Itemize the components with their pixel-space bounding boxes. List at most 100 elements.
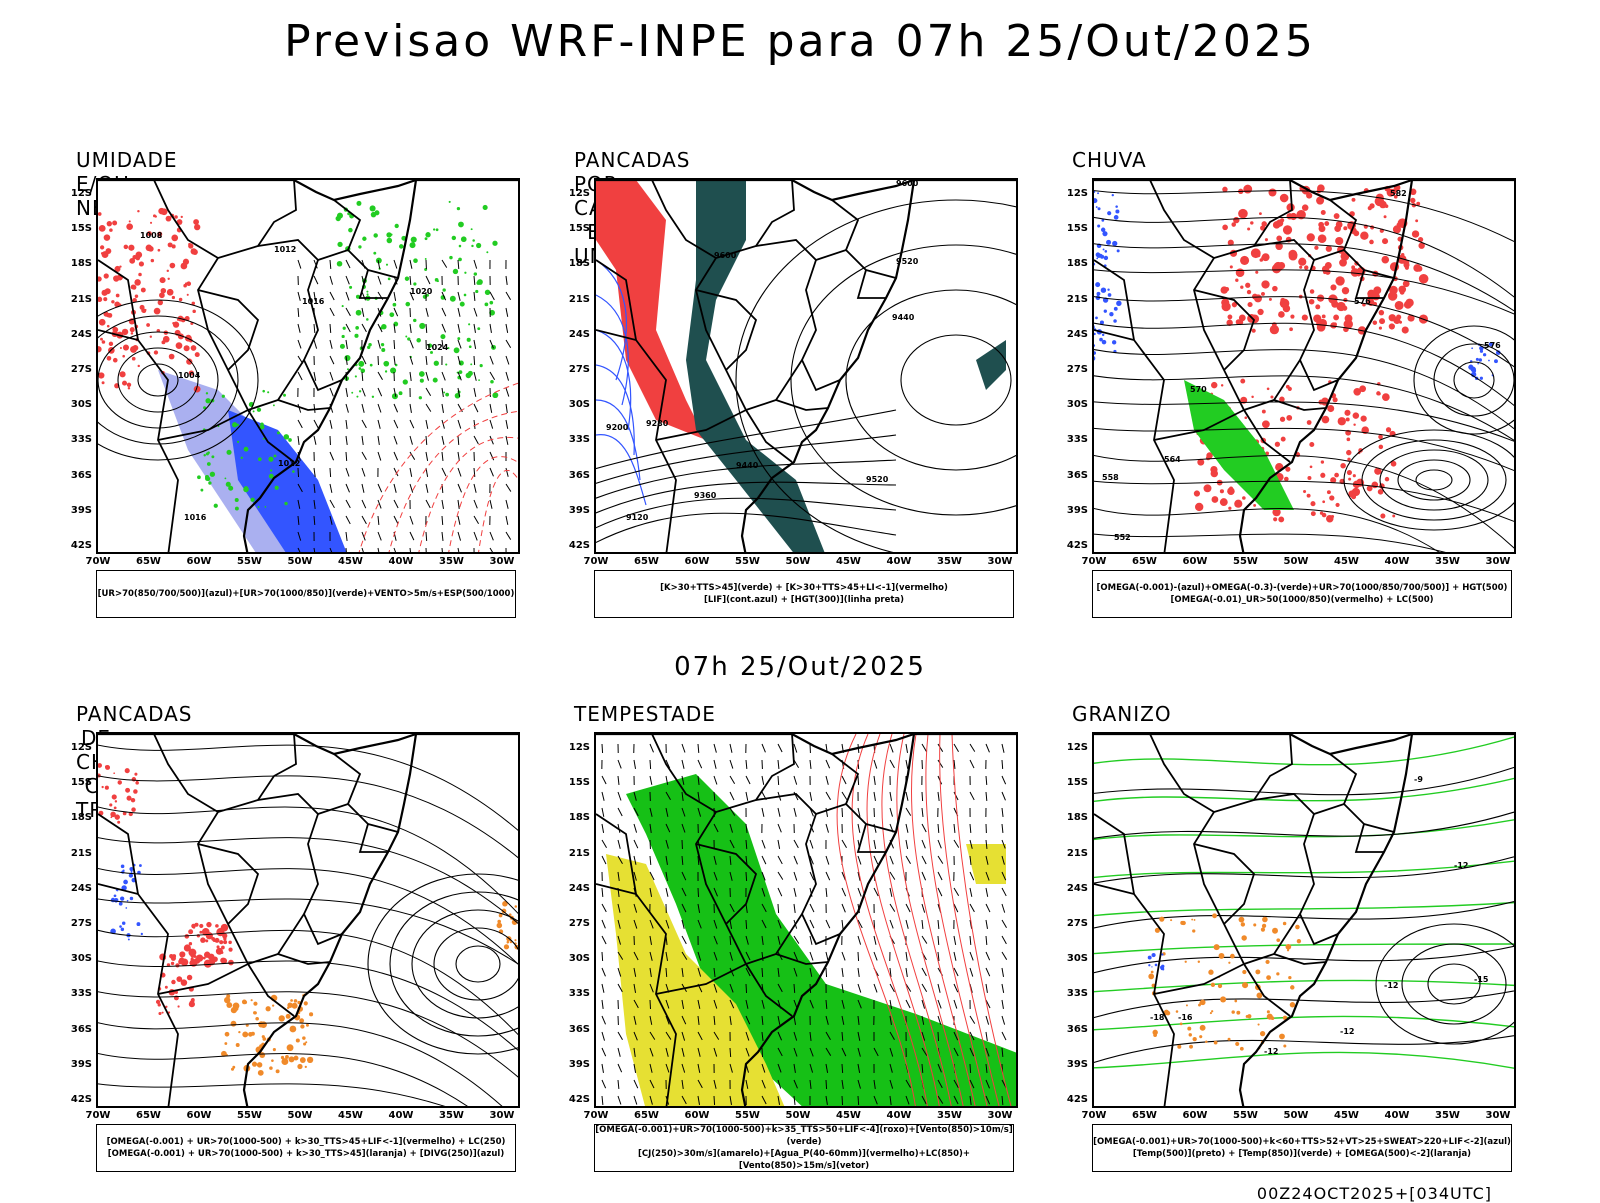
state-border	[1194, 844, 1254, 924]
map-frame	[594, 732, 1018, 1108]
wind-vector	[826, 776, 828, 785]
wind-vector	[842, 904, 845, 912]
wind-vector	[618, 1032, 623, 1040]
state-border	[318, 250, 388, 298]
wind-vector	[346, 404, 348, 413]
legend-box: [K>30+TTS>45](verde) + [K>30+TTS>45+LI<-…	[594, 570, 1014, 618]
wind-vector	[938, 936, 939, 945]
lat-tick-label: 42S	[1056, 540, 1088, 551]
wind-vector	[474, 292, 475, 301]
wind-vector	[506, 468, 508, 477]
wind-vector	[954, 888, 959, 896]
wind-vector	[1002, 808, 1003, 817]
contour-label: 564	[1164, 455, 1181, 464]
map-svg: -12-12-15-18-16-12-12-9	[1094, 734, 1516, 1108]
wind-vector	[506, 532, 511, 540]
lon-tick-label: 50W	[285, 556, 315, 567]
wind-vector	[970, 888, 972, 897]
lon-tick-label: 30W	[487, 556, 517, 567]
rain-blue	[1094, 191, 1122, 370]
wind-vector	[426, 436, 427, 445]
wind-vector	[458, 516, 460, 525]
wind-vector	[362, 436, 363, 445]
wind-vector	[650, 776, 652, 785]
wind-vector	[826, 888, 827, 897]
lat-tick-label: 21S	[558, 848, 590, 859]
wind-vector	[602, 1064, 603, 1073]
wind-vector	[474, 308, 477, 317]
wind-vector	[986, 792, 987, 801]
wind-vector	[330, 420, 332, 429]
wind-vector	[650, 760, 651, 769]
wind-vector	[602, 920, 605, 928]
wind-vector	[394, 404, 398, 412]
lat-tick-label: 36S	[558, 470, 590, 481]
wind-vector	[746, 760, 747, 769]
wind-vector	[426, 500, 430, 508]
wind-vector	[634, 840, 638, 848]
wind-vector	[922, 920, 923, 929]
streamline	[98, 929, 520, 1045]
wind-vector	[474, 260, 477, 269]
wind-vector	[906, 968, 907, 977]
wind-vector	[602, 1080, 606, 1088]
lat-tick-label: 27S	[1056, 918, 1088, 929]
contour-label: 9440	[892, 313, 915, 322]
wind-vector	[442, 420, 444, 429]
wind-vector	[906, 824, 908, 833]
map-svg	[596, 734, 1018, 1108]
wind-vector	[346, 420, 347, 429]
wind-vector	[618, 1080, 619, 1089]
lat-tick-label: 33S	[60, 988, 92, 999]
wind-vector	[618, 1064, 622, 1072]
wind-vector	[762, 808, 764, 817]
wind-vector	[298, 468, 299, 477]
wind-vector	[906, 808, 911, 816]
contour-label: -12	[1454, 861, 1468, 870]
wind-vector	[394, 436, 397, 444]
contour-label: 9520	[866, 475, 889, 484]
lat-tick-label: 39S	[60, 1059, 92, 1070]
lon-tick-label: 35W	[935, 1110, 965, 1121]
lon-tick-label: 70W	[581, 556, 611, 567]
wind-vector	[842, 968, 843, 977]
legend-box: [UR>70(850/700/500)](azul)+[UR>70(1000/8…	[96, 570, 516, 618]
thickness-line	[478, 470, 520, 554]
wind-vector	[922, 872, 926, 880]
wind-vector	[330, 452, 334, 460]
wind-vector	[602, 856, 606, 864]
wind-vector	[954, 824, 955, 833]
lon-tick-label: 50W	[783, 556, 813, 567]
low-level-humidity	[336, 201, 499, 400]
wind-vector	[922, 824, 926, 832]
lat-tick-label: 36S	[60, 470, 92, 481]
wind-vector	[602, 1048, 606, 1056]
wind-vector	[682, 744, 685, 752]
lat-tick-label: 27S	[60, 364, 92, 375]
wind-vector	[1002, 968, 1004, 977]
lat-tick-label: 24S	[60, 883, 92, 894]
contour-label: 1020	[410, 287, 433, 296]
wind-vector	[458, 484, 462, 492]
wind-vector	[426, 324, 427, 333]
wind-vector	[346, 436, 347, 445]
wind-vector	[842, 776, 846, 784]
lat-tick-label: 36S	[60, 1024, 92, 1035]
wind-vector	[938, 840, 941, 848]
wind-vector	[906, 760, 908, 769]
state-border	[1154, 964, 1244, 994]
wind-vector	[602, 936, 606, 944]
lat-tick-label: 33S	[558, 434, 590, 445]
wind-vector	[458, 436, 459, 445]
instability-red	[596, 180, 706, 440]
wind-vector	[874, 792, 875, 801]
wind-vector	[938, 760, 943, 768]
wind-vector	[426, 308, 428, 317]
wind-vector	[378, 532, 381, 540]
lon-tick-label: 60W	[1180, 556, 1210, 567]
contour-label: 9200	[606, 423, 629, 432]
state-border	[198, 844, 258, 924]
lon-tick-label: 45W	[834, 556, 864, 567]
streamline	[1094, 322, 1516, 414]
